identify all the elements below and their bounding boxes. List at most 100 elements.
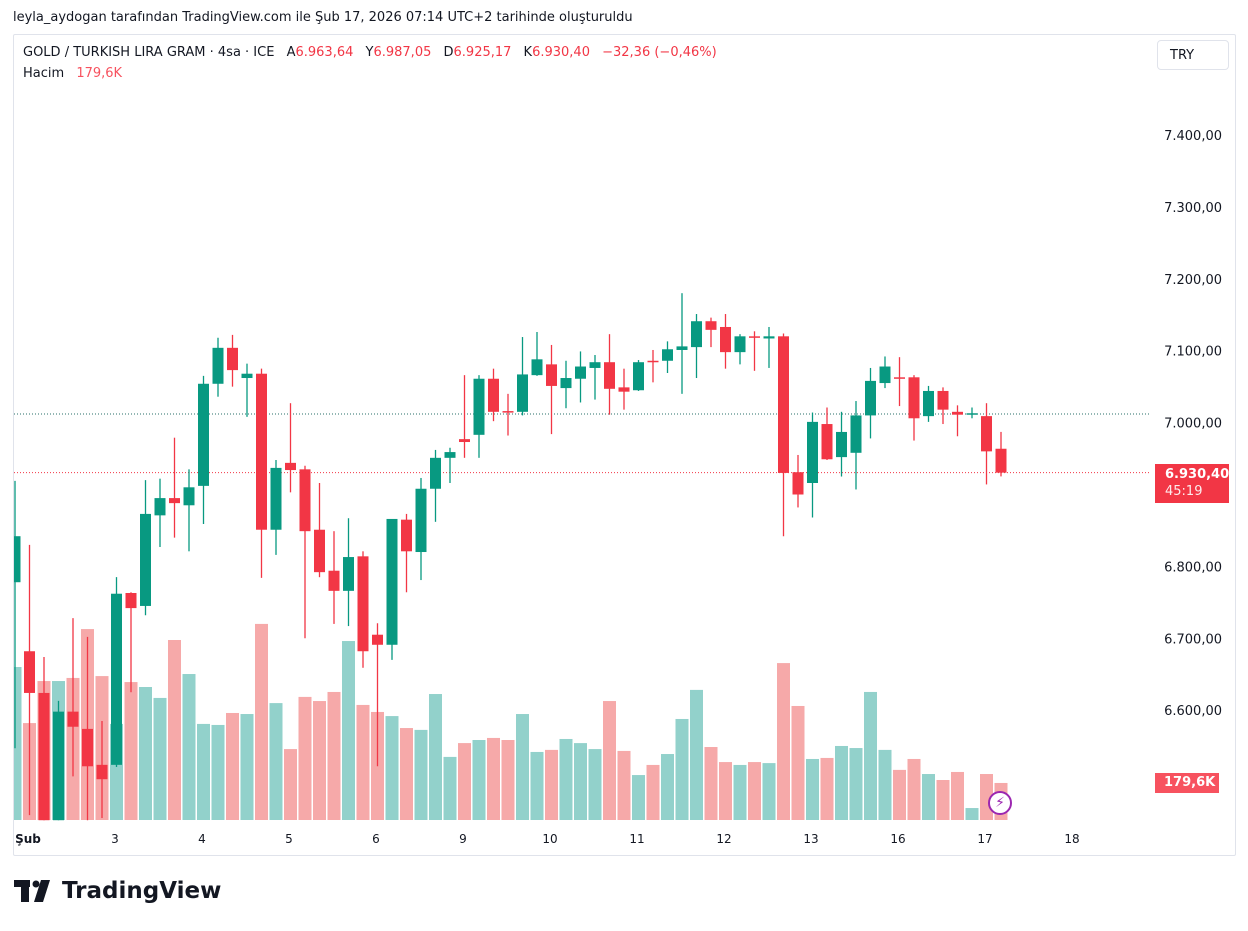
candle: [734, 334, 746, 365]
candle-body: [633, 362, 644, 391]
candle: [328, 531, 340, 624]
volume-label[interactable]: Hacim: [23, 66, 65, 81]
volume-bar: [255, 623, 268, 820]
candle-body: [111, 593, 122, 765]
candle-body: [343, 557, 354, 591]
candle: [401, 513, 412, 593]
candle-body: [357, 556, 369, 652]
volume-bar: [632, 775, 645, 820]
candle-body: [763, 336, 775, 339]
currency-button[interactable]: TRY: [1157, 40, 1229, 70]
candle: [357, 551, 369, 668]
candle: [792, 454, 804, 508]
volume-bar: [733, 764, 747, 820]
volume-bar: [690, 689, 703, 820]
candle-body: [589, 362, 601, 368]
price-axis-label: 7.000,00: [1164, 417, 1222, 432]
price-axis-label: 7.100,00: [1164, 345, 1222, 360]
volume-bar: [777, 663, 790, 820]
candle-body: [241, 373, 253, 379]
volume-bar: [487, 737, 500, 820]
lightning-icon[interactable]: ⚡: [988, 791, 1012, 815]
volume-bar: [574, 743, 587, 820]
volume-bar: [748, 762, 761, 820]
candle: [343, 518, 354, 627]
candle: [444, 447, 456, 483]
candle-body: [705, 321, 717, 330]
candle: [14, 480, 21, 749]
volume-bar: [139, 687, 152, 820]
candle: [618, 368, 630, 410]
candle-body: [836, 431, 847, 458]
volume-bar: [211, 724, 225, 820]
volume-bar: [501, 740, 515, 820]
volume-bar: [342, 641, 355, 820]
candle-body: [140, 513, 151, 606]
volume-legend: Hacim 179,6K: [23, 66, 122, 81]
candle-body: [821, 424, 833, 460]
volume-bar: [849, 748, 863, 820]
candle: [894, 357, 905, 407]
candle-body: [749, 336, 760, 338]
volume-bar: [530, 751, 544, 820]
candle-body: [937, 390, 949, 410]
candle: [459, 375, 470, 458]
volume-bar: [559, 738, 573, 820]
candle: [923, 385, 934, 422]
volume-bar: [153, 697, 167, 820]
candle: [908, 375, 920, 441]
volume-bar: [907, 758, 921, 820]
volume-bar: [820, 757, 834, 820]
candle: [633, 360, 644, 391]
candle: [488, 368, 499, 422]
candle: [691, 314, 702, 379]
candle: [778, 333, 789, 537]
candle: [865, 367, 876, 439]
volume-bar: [14, 667, 22, 820]
candle-body: [227, 347, 238, 371]
volume-bar: [878, 749, 892, 820]
candle-body: [67, 711, 79, 727]
candle: [96, 720, 108, 819]
candle-body: [923, 390, 934, 417]
volume-bar: [936, 780, 950, 820]
candle: [125, 592, 137, 693]
candle-body: [299, 469, 311, 532]
candle: [560, 360, 572, 409]
volume-bar: [356, 704, 370, 820]
volume-bar: [675, 718, 689, 820]
candle-body: [154, 498, 166, 516]
symbol-name[interactable]: GOLD / TURKISH LIRA GRAM · 4sa · ICE: [23, 45, 275, 60]
candle-body: [662, 349, 673, 361]
time-axis-label: 9: [459, 832, 467, 846]
candle: [24, 544, 35, 816]
volume-bar: [806, 758, 819, 820]
low-value: 6.925,17: [453, 45, 512, 60]
candle: [285, 403, 296, 493]
candle: [169, 437, 180, 538]
candle-body: [792, 472, 804, 495]
candle: [546, 344, 557, 435]
candle-body: [372, 634, 383, 645]
candle-body: [285, 462, 296, 471]
volume-bar: [791, 705, 805, 820]
time-axis-label: 18: [1064, 832, 1079, 846]
candle-body: [183, 487, 195, 506]
candle-body: [430, 457, 441, 489]
candle-body: [502, 411, 514, 413]
time-axis-label: 10: [542, 832, 557, 846]
time-axis-label: 5: [285, 832, 293, 846]
price-axis-label: 6.700,00: [1164, 632, 1222, 647]
candle: [763, 326, 775, 368]
tradingview-logo[interactable]: TradingView: [14, 878, 221, 904]
candle-body: [198, 383, 209, 486]
candle-body: [908, 377, 920, 419]
volume-bar: [284, 749, 297, 820]
candle: [589, 355, 601, 400]
candle-body: [734, 336, 746, 353]
close-label: K: [523, 45, 533, 60]
candle: [662, 341, 673, 373]
price-axis-label: 7.300,00: [1164, 201, 1222, 216]
volume-bar: [835, 745, 848, 820]
